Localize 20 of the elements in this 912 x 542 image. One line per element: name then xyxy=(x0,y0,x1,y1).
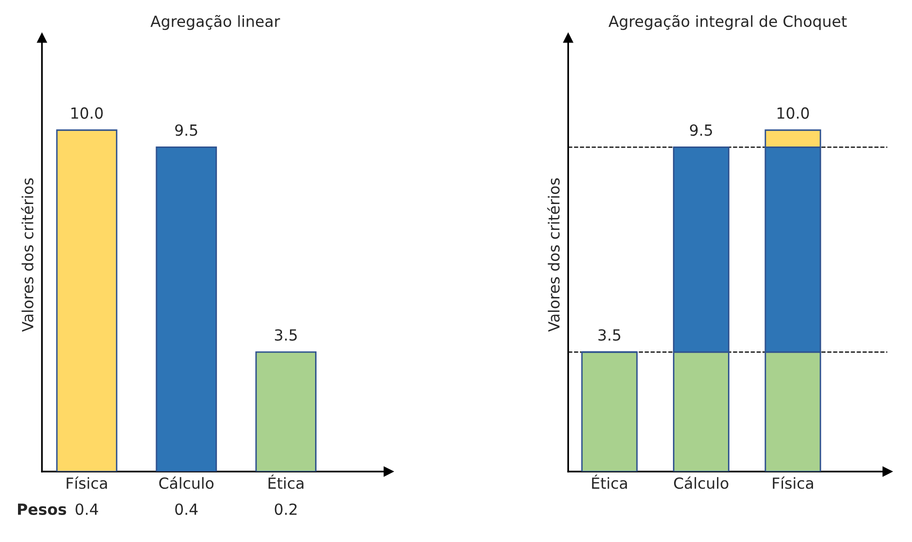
chart-title: Agregação linear xyxy=(150,14,280,30)
x-tick-label: Ética xyxy=(592,474,627,489)
text: 0.2 xyxy=(274,503,297,515)
x-tick-label: Ética xyxy=(268,474,304,489)
data-label: 9.5 xyxy=(175,124,198,136)
x-tick-label: Física xyxy=(772,476,814,489)
annotation: 10.0 xyxy=(778,107,809,119)
annotation: 3.5 xyxy=(598,329,620,341)
y-axis-title: Valores dos critérios xyxy=(21,178,34,332)
data-label: 10.0 xyxy=(71,107,103,119)
x-tick-label: Cálculo xyxy=(674,476,728,489)
text: 0.4 xyxy=(175,503,198,515)
text: Pesos xyxy=(18,504,66,515)
annotation: 9.5 xyxy=(690,124,712,136)
x-tick-label: Física xyxy=(66,476,107,489)
chart-title: Agregação integral de Choquet xyxy=(608,14,847,30)
y-axis-title: Valores dos critérios xyxy=(547,178,560,332)
text: 0.4 xyxy=(76,503,98,515)
data-label: 3.5 xyxy=(274,329,297,341)
x-tick-label: Cálculo xyxy=(159,476,214,489)
